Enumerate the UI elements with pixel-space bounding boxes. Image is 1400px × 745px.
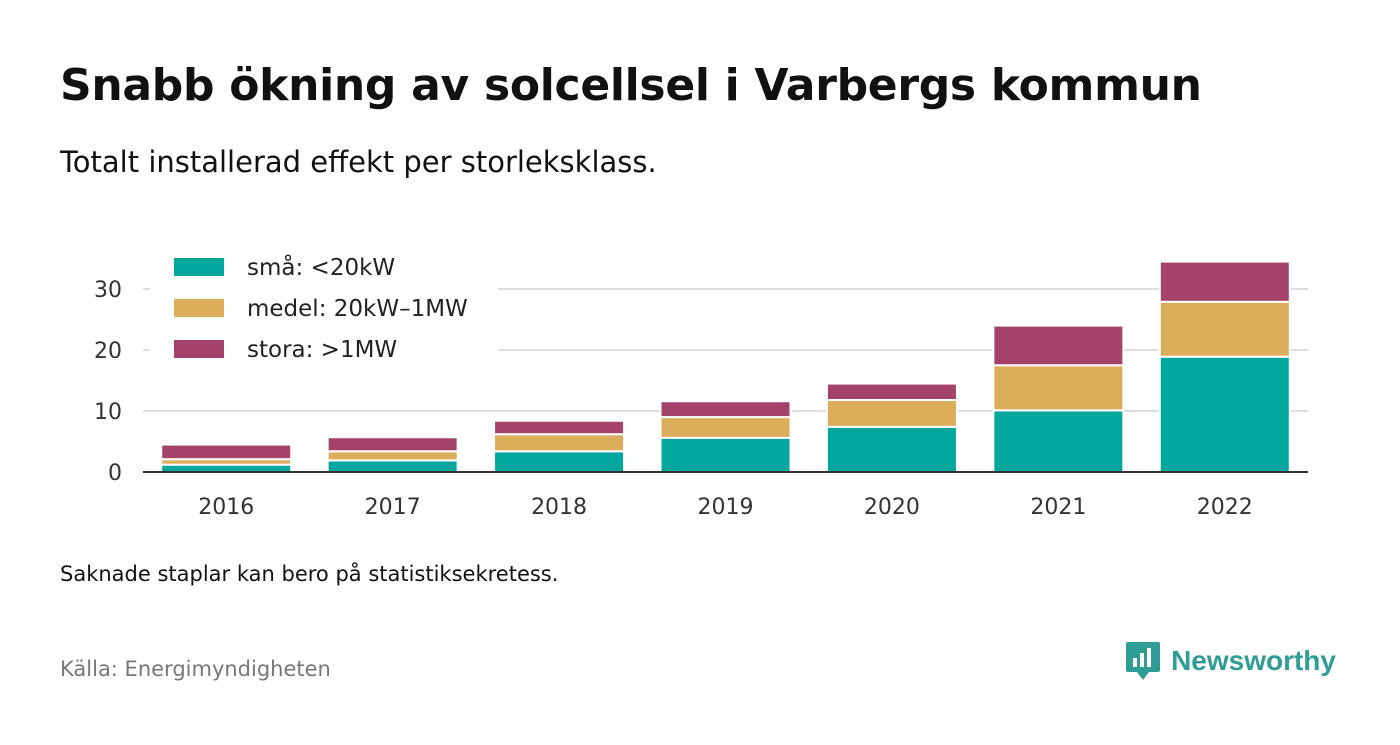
legend-label: små: <20kW <box>247 253 395 281</box>
bar-segment <box>326 450 459 462</box>
chart-title: Snabb ökning av solcellsel i Varbergs ko… <box>60 60 1202 111</box>
bar-segment <box>326 436 459 453</box>
brand: Newsworthy <box>1125 640 1336 682</box>
legend-swatch <box>174 258 224 276</box>
y-tick-label: 0 <box>108 461 122 486</box>
x-tick-label: 2017 <box>365 495 421 520</box>
legend-label: medel: 20kW–1MW <box>247 296 468 322</box>
chart-subtitle: Totalt installerad effekt per storlekskl… <box>60 145 657 179</box>
bar-segment <box>992 364 1125 412</box>
footnote: Saknade staplar kan bero på statistiksek… <box>60 562 559 586</box>
x-tick-label: 2018 <box>531 495 587 520</box>
bar-segment <box>825 382 958 402</box>
source-label: Källa: Energimyndigheten <box>60 657 331 681</box>
legend: små: <20kW medel: 20kW–1MW stora: >1MW <box>150 248 498 376</box>
x-axis: 2016 2017 2018 2019 2020 2021 2022 <box>143 471 1308 520</box>
bar-segment <box>493 433 626 453</box>
y-tick-label: 30 <box>94 278 122 303</box>
bar-segment <box>493 450 626 473</box>
bar-segment <box>160 463 293 473</box>
brand-name: Newsworthy <box>1171 645 1336 676</box>
bar-segment <box>1158 300 1291 358</box>
bar-segment <box>825 399 958 428</box>
y-tick-label: 10 <box>94 400 122 425</box>
x-tick-label: 2019 <box>698 495 754 520</box>
legend-swatch <box>174 340 224 358</box>
bar-segment <box>659 436 792 473</box>
x-tick-label: 2020 <box>864 495 920 520</box>
x-tick-label: 2021 <box>1030 495 1086 520</box>
bar-segment <box>825 425 958 473</box>
bar-segment <box>160 443 293 461</box>
x-tick-label: 2022 <box>1197 495 1253 520</box>
bar-segment <box>493 419 626 436</box>
bar-segment <box>992 409 1125 473</box>
bars <box>160 260 1291 474</box>
legend-label: stora: >1MW <box>247 337 397 363</box>
bar-segment <box>659 400 792 419</box>
stacked-bar-chart: 0 10 20 30 2016 2017 2018 2019 2020 2021 2022 små… <box>94 248 1308 520</box>
legend-swatch <box>174 299 224 317</box>
bar-segment <box>659 416 792 439</box>
y-tick-label: 20 <box>94 339 122 364</box>
bar-segment <box>326 459 459 474</box>
y-axis: 0 10 20 30 <box>94 278 122 486</box>
bar-segment <box>1158 260 1291 303</box>
bar-segment <box>1158 355 1291 473</box>
x-tick-label: 2016 <box>198 495 254 520</box>
newsworthy-logo-icon <box>1126 642 1161 680</box>
bar-segment <box>992 324 1125 367</box>
